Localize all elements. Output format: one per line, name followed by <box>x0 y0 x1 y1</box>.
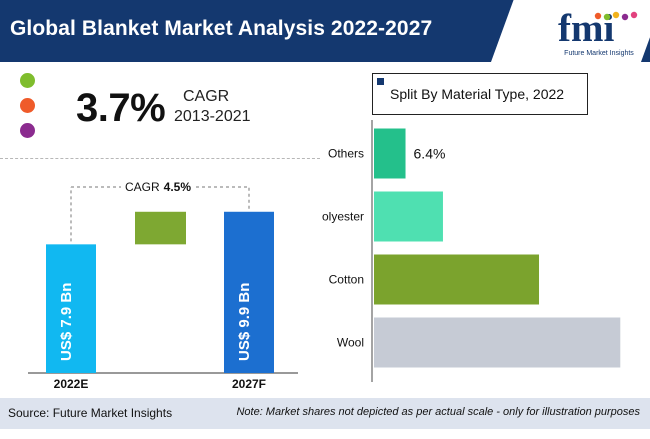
split-title-box: Split By Material Type, 2022 <box>372 73 588 115</box>
growth-chart-panel: US$ 7.9 Bn 2022E US$ 9.9 Bn 2027F CAGR 4.5% <box>0 160 320 391</box>
material-bar-wool <box>374 317 621 368</box>
growth-bar-value-label: US$ 7.9 Bn <box>58 283 75 361</box>
logo-subtitle: Future Market Insights <box>564 50 634 57</box>
material-bar-cotton <box>374 254 540 305</box>
purple-dot-icon <box>20 123 35 138</box>
growth-bar-value-label: US$ 9.9 Bn <box>236 283 253 361</box>
section-divider <box>0 158 320 160</box>
page-title: Global Blanket Market Analysis 2022-2027 <box>10 17 433 40</box>
fmi-logo: fmi <box>558 8 638 50</box>
footer-source: Source: Future Market Insights <box>8 406 173 420</box>
material-category-label: Polyester <box>322 210 364 224</box>
growth-chart: US$ 7.9 Bn 2022E US$ 9.9 Bn 2027F CAGR 4.5% <box>28 180 298 391</box>
green-dot-icon <box>20 73 35 88</box>
growth-tick-label: 2022E <box>54 377 89 390</box>
cagr-value: 3.7% <box>76 86 166 130</box>
material-value-label: 6.4% <box>414 146 446 162</box>
footer-note: Note: Market shares not depicted as per … <box>236 406 640 418</box>
material-type-chart: Others 6.4% Polyester Cotton Wool <box>314 120 621 382</box>
material-bar-others <box>374 128 406 179</box>
material-category-label: Others <box>328 147 364 161</box>
material-category-label: Cotton <box>329 273 364 287</box>
header-bar: Global Blanket Market Analysis 2022-2027… <box>0 0 650 62</box>
growth-bar-2027f <box>224 211 274 373</box>
growth-cagr-prefix: CAGR <box>125 180 160 194</box>
growth-bar-2022e <box>46 244 96 373</box>
orange-dot-icon <box>20 98 35 113</box>
material-chart-panel: Others 6.4% Polyester Cotton Wool <box>314 62 650 398</box>
growth-change-bar <box>135 211 186 245</box>
split-title: Split By Material Type, 2022 <box>390 86 565 102</box>
growth-cagr-value: 4.5% <box>164 180 192 194</box>
growth-cagr-annotation: CAGR 4.5% <box>125 180 191 194</box>
footer: Source: Future Market Insights Note: Mar… <box>0 398 650 429</box>
growth-tick-label: 2027F <box>232 377 266 390</box>
material-bar-polyester <box>374 191 443 242</box>
square-marker-icon <box>377 78 384 85</box>
material-category-label: Wool <box>337 336 364 350</box>
cagr-period: 2013-2021 <box>174 108 251 125</box>
cagr-label: CAGR <box>183 88 230 105</box>
